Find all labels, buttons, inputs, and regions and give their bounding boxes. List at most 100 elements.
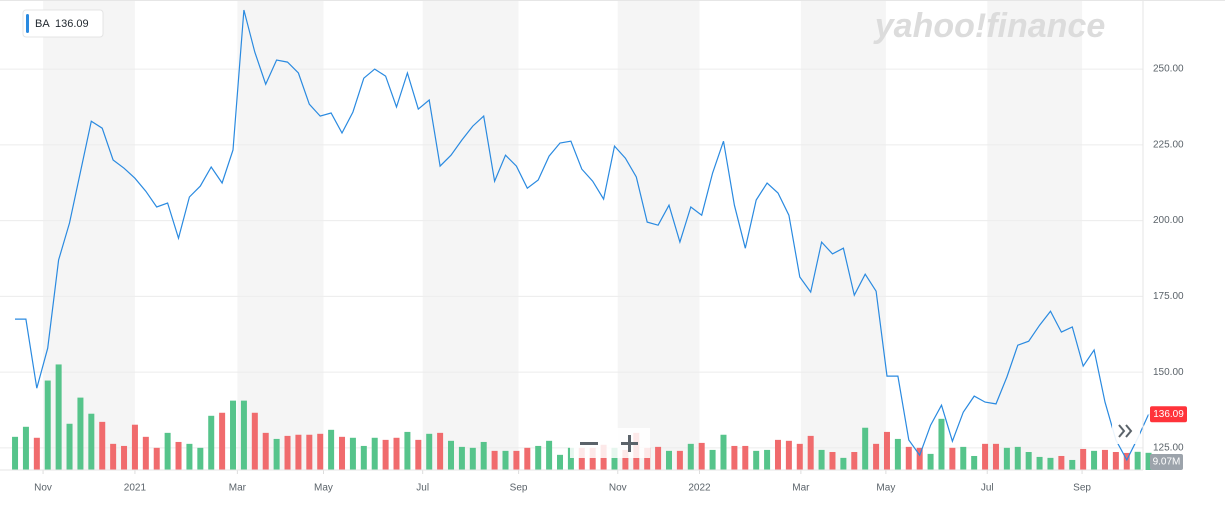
volume-bar <box>426 433 433 470</box>
plot <box>15 9 1157 462</box>
volume-bar <box>491 450 498 470</box>
x-tick-label: Nov <box>609 483 627 494</box>
volume-bar <box>557 454 564 470</box>
volume-bar <box>131 424 138 470</box>
volume-bar <box>1014 446 1021 470</box>
volume-bar <box>851 451 858 470</box>
volume-bar <box>567 447 574 470</box>
volume-bar <box>448 440 455 470</box>
volume-bar <box>153 447 160 470</box>
last-price-label: 136.09 <box>1153 409 1184 420</box>
month-band <box>237 0 324 470</box>
volume-bar <box>785 440 792 470</box>
volume-bar <box>186 443 193 470</box>
volume-bar <box>1145 452 1152 470</box>
last-volume-label: 9.07M <box>1153 457 1181 468</box>
volume-bar <box>687 443 694 470</box>
volume-bar <box>66 423 73 470</box>
y-tick-label: 200.00 <box>1153 215 1184 226</box>
volume-bar <box>77 397 84 470</box>
volume-bar <box>349 437 356 470</box>
volume-bar <box>360 445 367 470</box>
volume-bar <box>873 443 880 470</box>
y-tick-label: 125.00 <box>1153 443 1184 454</box>
x-tick-label: Mar <box>792 483 810 494</box>
volume-bar <box>1025 451 1032 470</box>
x-tick-label: 2022 <box>688 483 711 494</box>
volume-bar <box>22 426 29 470</box>
volume-bar <box>1069 459 1076 470</box>
volume-bar <box>1003 447 1010 470</box>
y-tick-label: 250.00 <box>1153 64 1184 75</box>
volume-bar <box>230 400 237 470</box>
volume-bar <box>208 415 215 470</box>
volume-bar <box>12 436 19 470</box>
volume-bar <box>949 447 956 470</box>
scroll-bg[interactable] <box>1112 418 1140 444</box>
volume-bar <box>33 437 40 470</box>
volume-bar <box>197 447 204 470</box>
month-band <box>617 0 700 470</box>
volume <box>12 364 1152 470</box>
volume-bar <box>764 449 771 470</box>
volume-bar <box>339 436 346 470</box>
volume-bar <box>982 443 989 470</box>
volume-bar <box>720 434 727 470</box>
volume-bar <box>262 432 269 470</box>
volume-bar <box>807 435 814 470</box>
volume-bar <box>1047 457 1054 470</box>
volume-bar <box>622 449 629 470</box>
bands <box>43 0 1083 470</box>
volume-bar <box>240 400 247 470</box>
volume-bar <box>927 453 934 470</box>
x-tick-label: Sep <box>1073 483 1091 494</box>
volume-bar <box>676 450 683 470</box>
volume-bar <box>295 434 302 470</box>
volume-bar <box>469 447 476 470</box>
volume-bar <box>1080 448 1087 470</box>
volume-bar <box>110 443 117 470</box>
volume-bar <box>840 457 847 470</box>
legend-bg <box>22 9 104 38</box>
volume-bar <box>894 438 901 470</box>
volume-bar <box>753 450 760 470</box>
scroll-icon[interactable] <box>1118 424 1133 438</box>
volume-bar <box>644 447 651 470</box>
legend-box: BA 136.09 <box>22 9 104 38</box>
volume-bar <box>284 435 291 470</box>
volume-bar <box>317 433 324 470</box>
last-volume-tag <box>1150 454 1183 470</box>
volume-bar <box>502 450 509 470</box>
volume-bar <box>742 445 749 470</box>
volume-bar <box>164 432 171 470</box>
volume-bar <box>371 437 378 470</box>
volume-bar <box>709 449 716 470</box>
volume-bar <box>393 437 400 470</box>
volume-bar <box>916 447 923 470</box>
volume-bar <box>731 445 738 470</box>
zoom-controls[interactable] <box>570 428 650 458</box>
zoom-out[interactable] <box>580 442 598 445</box>
x-tick-label: 2021 <box>124 483 147 494</box>
volume-bar <box>665 450 672 470</box>
x-tick-label: Jul <box>416 483 429 494</box>
grid <box>0 68 1143 474</box>
volume-bar <box>55 364 62 470</box>
scroll-right[interactable] <box>1112 418 1140 444</box>
volume-bar <box>905 446 912 470</box>
zoom-in[interactable] <box>628 435 631 452</box>
volume-bar <box>306 434 313 470</box>
volume-bar <box>589 447 596 470</box>
volume-bar <box>273 438 280 470</box>
volume-bar <box>1058 455 1065 470</box>
volume-bar <box>883 431 890 470</box>
legend-name: BA <box>35 18 50 30</box>
price-line <box>15 9 1150 462</box>
x-tick-label: Nov <box>34 483 52 494</box>
volume-bar <box>971 455 978 470</box>
volume-bar <box>1134 451 1141 470</box>
volume-bar <box>611 447 618 470</box>
volume-bar <box>382 439 389 470</box>
volume-bar <box>142 436 149 470</box>
